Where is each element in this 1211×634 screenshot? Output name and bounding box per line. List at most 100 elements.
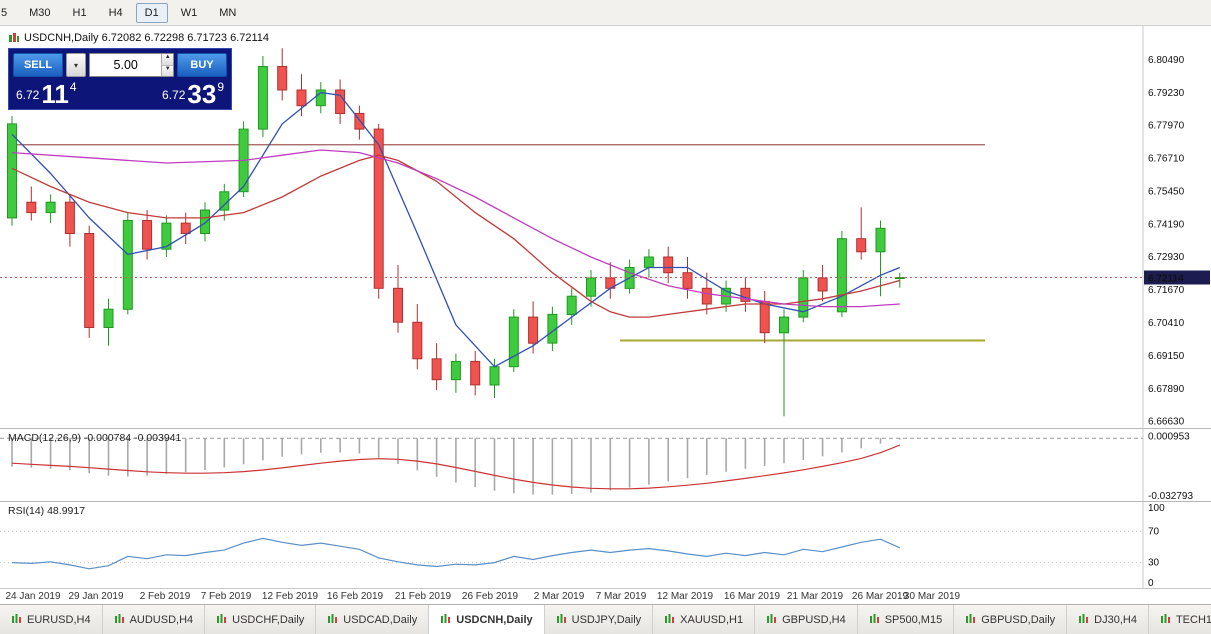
main-price-pane[interactable]: 6.80490 6.79230 6.77970 6.76710 6.75450 6.741… [0,26,1211,428]
sell-button[interactable]: SELL [13,53,63,77]
svg-text:6.76710: 6.76710 [1148,154,1185,165]
svg-text:6.69150: 6.69150 [1148,351,1185,362]
svg-text:6.75450: 6.75450 [1148,187,1185,198]
tab-label: USDJPY,Daily [571,613,642,626]
svg-text:6.79230: 6.79230 [1148,88,1185,99]
macd-pane[interactable]: 0.000953 -0.032793 MACD(12,26,9) -0.00078… [0,428,1211,501]
tab-eurusd-h4[interactable]: EURUSD,H4 [0,605,103,634]
date-label: 2 Feb 2019 [139,591,191,602]
sell-price-point: 4 [69,80,77,94]
timeframe-button-h4[interactable]: H4 [108,6,123,19]
svg-text:6.80490: 6.80490 [1148,55,1185,66]
tab-chart-icon [869,613,880,627]
volume-field: ▲ ▼ [89,53,174,77]
svg-text:6.72930: 6.72930 [1148,252,1185,263]
tab-label: XAUUSD,H1 [680,613,744,626]
volume-input[interactable] [90,54,162,76]
date-label: 21 Feb 2019 [394,591,452,602]
tab-label: USDCHF,Daily [232,613,305,626]
chevron-down-icon: ▾ [73,60,78,70]
buy-price-point: 9 [217,80,224,94]
buy-price-pips: 33 [187,79,217,109]
tab-usdcnh-daily[interactable]: USDCNH,Daily [429,605,545,634]
volume-spinner: ▲ ▼ [161,54,173,76]
tab-label: AUDUSD,H4 [129,613,194,626]
svg-text:70: 70 [1148,526,1160,537]
ma-mid-red [11,154,900,318]
svg-text:6.74190: 6.74190 [1148,219,1185,230]
main-chart-svg[interactable]: 6.80490 6.79230 6.77970 6.76710 6.75450 6.741… [0,26,1211,428]
svg-text:0.000953: 0.000953 [1148,432,1190,443]
ma-slow-magenta [11,149,900,308]
buy-price-display[interactable]: 6.72 33 9 [162,79,224,109]
tab-usdjpy-daily[interactable]: USDJPY,Daily [544,605,654,634]
tab-chart-icon [327,613,338,627]
price-axis-labels: 6.80490 6.79230 6.77970 6.76710 6.75450 6.741… [1148,55,1185,428]
buy-button[interactable]: BUY [177,53,227,77]
date-label: 7 Feb 2019 [200,591,252,602]
tab-label: TECH100,H1 [1175,613,1211,626]
date-label: 12 Feb 2019 [261,591,319,602]
sell-price-display[interactable]: 6.72 11 4 [16,79,77,109]
tab-xauusd-h1[interactable]: XAUUSD,H1 [653,605,756,634]
date-label: 30 Mar 2019 [903,591,961,602]
svg-text:6.67890: 6.67890 [1148,384,1185,395]
tab-chart-icon [664,613,675,627]
tab-usdchf-daily[interactable]: USDCHF,Daily [205,605,317,634]
timeframe-button-h1[interactable]: H1 [72,6,87,19]
svg-text:-0.032793: -0.032793 [1148,491,1193,501]
tab-chart-icon [440,613,451,627]
date-label: 21 Mar 2019 [786,591,844,602]
tab-chart-icon [556,613,567,627]
rsi-pane[interactable]: 100 70 30 0 RSI(14) 48.9917 [0,501,1211,588]
tab-label: USDCAD,Daily [343,613,418,626]
rsi-chart-svg[interactable]: 100 70 30 0 [0,502,1211,588]
chart-area: 6.80490 6.79230 6.77970 6.76710 6.75450 6.741… [0,26,1211,604]
timeframe-button-d1[interactable]: D1 [135,2,168,23]
tab-gbpusd-h4[interactable]: GBPUSD,H4 [755,605,858,634]
svg-text:6.71670: 6.71670 [1148,285,1185,296]
sell-price-pips: 11 [41,79,69,109]
macd-label: MACD(12,26,9) -0.000784 -0.003941 [8,432,182,444]
volume-increment-button[interactable]: ▲ [162,54,173,66]
chart-title: USDCNH,Daily 6.72082 6.72298 6.71723 6.7… [8,32,269,44]
date-label: 26 Mar 2019 [851,591,909,602]
svg-text:6.72114: 6.72114 [1148,274,1184,285]
chart-title-text: USDCNH,Daily 6.72082 6.72298 6.71723 6.7… [24,32,270,44]
timeframe-toolbar: 5 M30 H1 H4 D1 W1 MN [0,0,1211,26]
svg-text:100: 100 [1148,503,1165,514]
macd-signal-line [11,444,901,490]
timeframe-button-mn[interactable]: MN [219,6,237,19]
svg-text:0: 0 [1148,578,1154,588]
tab-label: EURUSD,H4 [27,613,91,626]
svg-text:6.77970: 6.77970 [1148,121,1185,132]
tab-tech100-h1[interactable]: TECH100,H1 [1148,605,1211,634]
horizontal-level-lines [12,144,985,342]
rsi-line [11,537,901,570]
tab-audusd-h4[interactable]: AUDUSD,H4 [102,605,206,634]
date-label: 16 Mar 2019 [723,591,781,602]
svg-text:6.70410: 6.70410 [1148,318,1185,329]
tab-dj30-h4[interactable]: DJ30,H4 [1067,605,1149,634]
chart-window-icon [8,32,20,44]
tab-label: USDCNH,Daily [456,613,533,626]
tab-usdcad-daily[interactable]: USDCAD,Daily [316,605,430,634]
one-click-trading-widget: SELL ▾ ▲ ▼ BUY 6.72 11 4 [8,48,232,110]
tab-label: SP500,M15 [884,613,943,626]
tab-chart-icon [11,613,22,627]
svg-text:6.66630: 6.66630 [1148,417,1185,428]
timeframe-button-5[interactable]: 5 [1,6,8,19]
timeframe-button-m30[interactable]: M30 [29,6,51,19]
candles-group [7,48,905,417]
volume-dropdown-button[interactable]: ▾ [66,53,86,77]
timeframe-button-w1[interactable]: W1 [180,6,198,19]
tab-chart-icon [766,613,777,627]
macd-chart-svg[interactable]: 0.000953 -0.032793 [0,429,1211,501]
volume-decrement-button[interactable]: ▼ [162,65,173,76]
tab-gbpusd-daily[interactable]: GBPUSD,Daily [954,605,1068,634]
tab-sp500-m15[interactable]: SP500,M15 [857,605,955,634]
tab-chart-icon [216,613,227,627]
moving-average-lines [11,91,901,368]
date-label: 2 Mar 2019 [533,591,585,602]
chart-tabs: EURUSD,H4 AUDUSD,H4 USDCHF,Daily USDCAD,Dai… [0,604,1211,634]
